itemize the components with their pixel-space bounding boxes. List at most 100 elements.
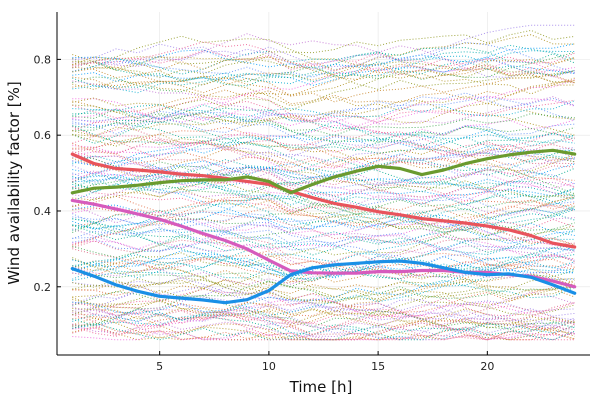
background-series-line [72, 277, 575, 335]
background-series-line [72, 143, 575, 181]
background-series-line [72, 297, 575, 328]
axes [56, 12, 590, 356]
background-series-line [72, 303, 575, 341]
background-series-line [72, 278, 575, 304]
y-tick-label: 0.4 [34, 205, 52, 218]
background-series-line [72, 196, 575, 219]
y-tick-label: 0.6 [34, 129, 52, 142]
background-series-line [72, 79, 575, 131]
background-series-line [72, 216, 575, 280]
background-series-line [72, 120, 575, 156]
background-series-line [72, 222, 575, 273]
background-series-line [72, 257, 575, 316]
background-series-line [72, 95, 575, 127]
background-series-line [72, 184, 575, 220]
background-series-line [72, 108, 575, 144]
background-series-line [72, 56, 575, 81]
highlighted-series-line-1 [70, 152, 577, 249]
background-series-line [72, 146, 575, 179]
background-series-line [72, 119, 575, 157]
background-series-line [72, 210, 575, 246]
background-series-line [72, 312, 575, 341]
background-series-line [72, 121, 575, 163]
y-axis-label: Wind availability factor [%] [5, 81, 23, 284]
background-series-line [72, 60, 575, 88]
background-series-line [72, 58, 575, 97]
background-series-line [72, 280, 575, 327]
background-series-line [72, 218, 575, 251]
x-tick-label: 5 [156, 360, 163, 373]
background-series-line [72, 277, 575, 316]
background-series-line [72, 252, 575, 277]
background-series-line [72, 218, 575, 256]
background-series-line [72, 113, 575, 150]
background-series-line [72, 49, 575, 84]
background-series-line [72, 100, 575, 120]
background-series-line [72, 321, 575, 341]
y-tick-label: 0.2 [34, 281, 52, 294]
highlighted-series-group [70, 148, 577, 305]
background-series-line [72, 171, 575, 202]
background-series-line [72, 160, 575, 193]
background-series-line [72, 195, 575, 227]
background-series-line [72, 125, 575, 151]
background-series-line [72, 302, 575, 335]
background-series-line [72, 24, 575, 70]
background-series-line [72, 47, 575, 87]
tick-labels: 5 10 15 20 0.2 0.4 0.6 0.8 [34, 53, 495, 373]
background-series-line [72, 301, 575, 341]
background-series-line [72, 282, 575, 314]
background-series-line [72, 134, 575, 198]
background-series-line [72, 73, 575, 98]
x-tick-label: 10 [262, 360, 276, 373]
background-series-line [72, 310, 575, 341]
background-series-line [72, 96, 575, 135]
highlighted-series-line-2 [70, 148, 577, 195]
background-series-line [72, 80, 575, 125]
highlighted-series-line-3 [70, 198, 577, 289]
background-series-line [72, 66, 575, 88]
highlighted-series-line-4 [70, 259, 577, 305]
background-series-line [72, 238, 575, 280]
background-series-line [72, 273, 575, 295]
background-series-line [72, 188, 575, 230]
background-series-line [72, 100, 575, 137]
background-series-line [72, 308, 575, 341]
background-series-line [72, 187, 575, 231]
background-series-line [72, 322, 575, 341]
background-series-line [72, 44, 575, 75]
background-series-line [72, 122, 575, 197]
background-series-line [72, 54, 575, 112]
background-series-line [72, 56, 575, 87]
background-series-line [72, 107, 575, 149]
background-series-line [72, 140, 575, 211]
y-tick-label: 0.8 [34, 53, 52, 66]
background-series-line [72, 224, 575, 282]
background-series-line [72, 227, 575, 261]
background-series-line [72, 277, 575, 300]
x-axis-label: Time [h] [289, 378, 353, 396]
background-series-line [72, 104, 575, 160]
background-series-line [72, 93, 575, 157]
x-tick-label: 20 [480, 360, 494, 373]
background-series-line [72, 131, 575, 156]
background-series-line [72, 229, 575, 272]
background-series-line [72, 41, 575, 68]
background-series-line [72, 330, 575, 341]
background-series-line [72, 272, 575, 330]
background-series-line [72, 156, 575, 186]
background-series-line [72, 150, 575, 185]
background-series-line [72, 55, 575, 90]
background-series-line [72, 180, 575, 224]
background-series-line [72, 206, 575, 249]
background-series-line [72, 206, 575, 258]
background-series-line [72, 204, 575, 236]
x-tick-label: 15 [371, 360, 385, 373]
background-series-line [72, 33, 575, 75]
background-series-line [72, 237, 575, 280]
background-series-line [72, 186, 575, 231]
background-series-line [72, 97, 575, 127]
background-series-line [72, 299, 575, 329]
background-series-line [72, 68, 575, 120]
background-series-line [72, 224, 575, 261]
